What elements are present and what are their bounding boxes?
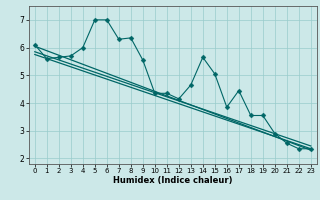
X-axis label: Humidex (Indice chaleur): Humidex (Indice chaleur) <box>113 176 233 185</box>
